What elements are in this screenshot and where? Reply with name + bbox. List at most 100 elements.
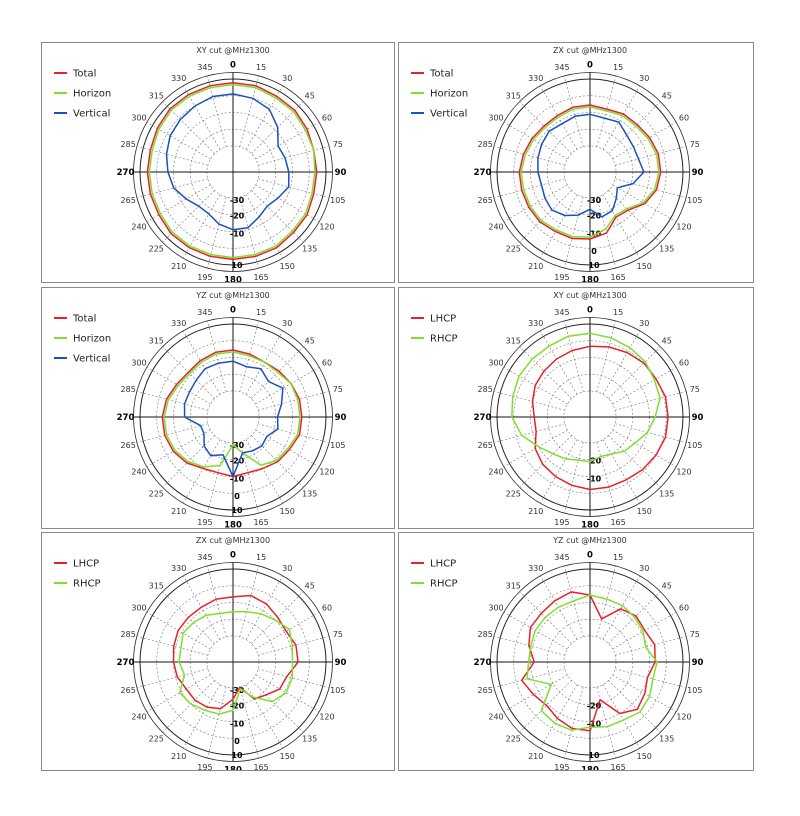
angle-tick-label: 15: [613, 63, 623, 72]
angle-tick-label: 75: [333, 385, 343, 394]
angle-tick-label: 75: [690, 630, 700, 639]
legend-entry: Vertical: [73, 109, 110, 120]
grid-spoke: [519, 680, 572, 733]
grid-spoke: [255, 674, 320, 713]
legend: LHCP RHCP: [411, 559, 457, 590]
angle-tick-label: 165: [610, 273, 625, 282]
angle-tick-label: 300: [488, 114, 503, 123]
angle-tick-label: 30: [282, 74, 292, 83]
angle-tick-label: 120: [319, 712, 334, 721]
angle-tick-label: 265: [121, 196, 136, 205]
polar-grid: [490, 562, 690, 762]
angle-tick-label: 315: [149, 581, 164, 590]
angle-tick-label: 90: [335, 168, 347, 178]
angle-tick-label: 60: [322, 114, 332, 123]
polar-chart-svg: ZX cut @MHz1300 0 15 30 45 60 75 90 105 120 135 150…: [411, 46, 704, 282]
series-line-total: [518, 104, 662, 240]
radial-tick-label: -10: [587, 474, 602, 483]
grid-spoke: [503, 121, 568, 160]
angle-tick-label: 30: [282, 564, 292, 573]
angle-tick-label: 195: [554, 763, 569, 770]
grid-spoke: [136, 423, 208, 444]
radial-tick-label: -30: [230, 196, 245, 205]
grid-spoke: [182, 684, 221, 749]
angle-tick-label: 265: [478, 441, 493, 450]
angle-tick-label: 90: [335, 658, 347, 668]
angle-tick-label: 315: [506, 91, 521, 100]
grid-spoke: [563, 197, 584, 269]
grid-spoke: [136, 390, 208, 411]
angle-tick-label: 165: [610, 518, 625, 527]
grid-spoke: [602, 194, 641, 259]
grid-spoke: [146, 674, 211, 713]
angle-tick-label: 105: [330, 686, 345, 695]
grid-spoke: [615, 390, 687, 411]
grid-spoke: [615, 145, 687, 166]
grid-spoke: [602, 684, 641, 749]
chart-title: ZX cut @MHz1300: [196, 536, 270, 545]
angle-tick-label: 345: [197, 63, 212, 72]
legend-entry: Total: [72, 314, 96, 325]
angle-tick-label: 150: [637, 507, 652, 516]
grid-spoke: [608, 101, 661, 154]
angle-tick-label: 75: [690, 385, 700, 394]
angle-tick-label: 105: [330, 441, 345, 450]
angle-tick-label: 180: [581, 521, 599, 528]
polar-chart-svg: ZX cut @MHz1300 0 15 30 45 60 75 90 105 120 135 150…: [54, 536, 347, 770]
angle-tick-label: 45: [662, 336, 672, 345]
radial-tick-label: 0: [234, 492, 240, 501]
polar-grid: [490, 72, 690, 272]
angle-tick-label: 270: [117, 413, 135, 423]
angle-tick-label: 195: [554, 273, 569, 282]
angle-tick-label: 30: [639, 319, 649, 328]
legend-entry: RHCP: [73, 579, 100, 590]
angle-tick-label: 0: [587, 550, 593, 560]
angle-tick-label: 300: [131, 359, 146, 368]
grid-spoke: [608, 435, 661, 488]
legend-entry: LHCP: [430, 314, 456, 325]
angle-tick-label: 300: [488, 604, 503, 613]
angle-tick-label: 225: [506, 490, 521, 499]
grid-spoke: [539, 194, 578, 259]
radial-tick-label: 10: [231, 261, 243, 270]
angle-tick-label: 105: [687, 686, 702, 695]
angle-tick-label: 195: [554, 518, 569, 527]
legend-entry: Horizon: [73, 334, 111, 345]
angle-tick-label: 135: [659, 735, 674, 744]
radial-tick-label: -20: [587, 457, 602, 466]
radial-tick-label: -20: [587, 702, 602, 711]
angle-tick-label: 15: [256, 553, 266, 562]
grid-spoke: [519, 435, 572, 488]
chart-title: ZX cut @MHz1300: [553, 46, 627, 55]
grid-spoke: [493, 423, 565, 444]
radial-tick-label: 10: [231, 751, 243, 760]
series-line-lhcp: [531, 345, 669, 491]
angle-tick-label: 120: [676, 712, 691, 721]
angle-tick-label: 135: [659, 490, 674, 499]
angle-tick-label: 150: [637, 752, 652, 761]
radial-tick-label: -10: [587, 719, 602, 728]
legend: LHCP RHCP: [54, 559, 100, 590]
angle-tick-label: 240: [131, 712, 146, 721]
grid-spoke: [245, 194, 284, 259]
angle-tick-label: 225: [506, 735, 521, 744]
angle-tick-label: 265: [121, 441, 136, 450]
angle-tick-label: 0: [230, 60, 236, 70]
angle-tick-label: 270: [474, 658, 492, 668]
angle-tick-label: 265: [121, 686, 136, 695]
angle-tick-label: 0: [230, 550, 236, 560]
radial-tick-label: -20: [230, 457, 245, 466]
grid-spoke: [182, 194, 221, 259]
grid-spoke: [136, 145, 208, 166]
angle-tick-label: 150: [280, 507, 295, 516]
legend: LHCP RHCP: [411, 314, 457, 345]
chart-panel-2: ZX cut @MHz1300 0 15 30 45 60 75 90 105 120 135 150…: [398, 42, 754, 283]
grid-spoke: [602, 330, 641, 395]
angle-tick-label: 315: [506, 336, 521, 345]
grid-spoke: [136, 635, 208, 656]
grid-spoke: [251, 190, 304, 243]
angle-tick-label: 0: [587, 305, 593, 315]
radial-tick-label: 10: [231, 506, 243, 515]
angle-tick-label: 270: [474, 168, 492, 178]
angle-tick-label: 0: [587, 60, 593, 70]
